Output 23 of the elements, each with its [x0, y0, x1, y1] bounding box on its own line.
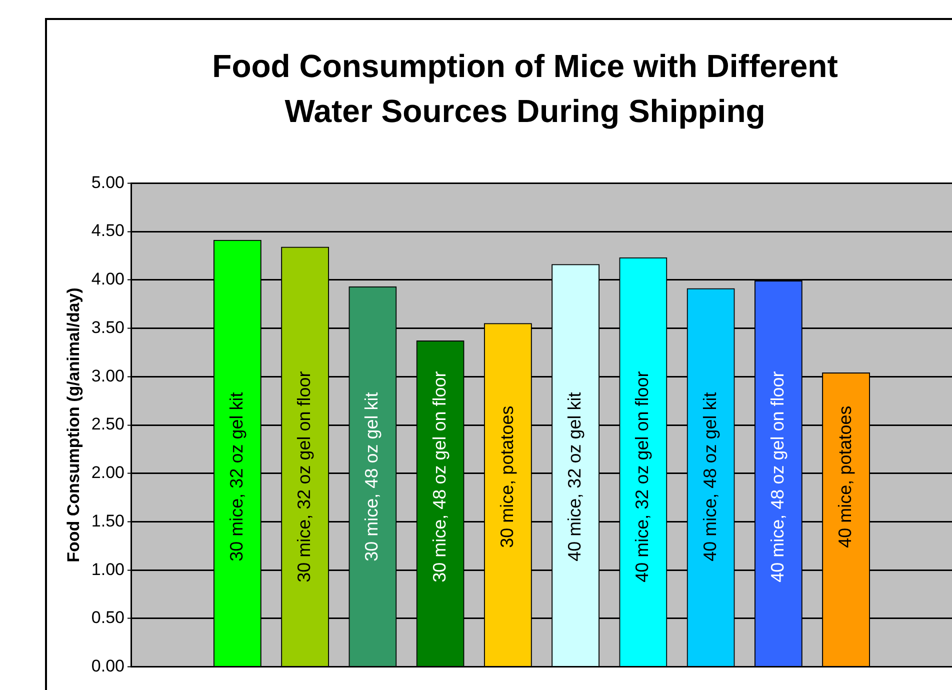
y-tick-label: 1.50 — [91, 511, 124, 530]
x-tick-label: 40 mice, 48 oz gel on floor — [767, 371, 788, 582]
y-tick-label: 4.50 — [91, 221, 124, 240]
x-tick-label: 30 mice, 32 oz gel on floor — [294, 371, 314, 582]
y-tick-label: 4.00 — [91, 270, 124, 289]
y-axis-title: Food Consumption (g/animal/day) — [64, 288, 83, 562]
x-tick-label: 30 mice, 48 oz gel on floor — [429, 371, 450, 582]
y-tick-label: 0.50 — [91, 608, 124, 628]
x-tick-label: 40 mice, 32 oz gel kit — [564, 392, 585, 562]
y-tick-label: 2.00 — [91, 463, 124, 482]
chart-title: Food Consumption of Mice with Different Water Sources During Shipping — [211, 47, 839, 131]
y-tick-label: 3.50 — [91, 318, 124, 337]
y-tick-label: 0.00 — [91, 656, 124, 676]
x-tick-label: 40 mice, 32 oz gel on floor — [632, 371, 652, 582]
x-tick-label: 40 mice, 48 oz gel kit — [700, 392, 720, 562]
y-tick-label: 3.00 — [91, 366, 124, 386]
x-tick-label: 40 mice, potatoes — [835, 406, 856, 548]
x-tick-label: 30 mice, 32 oz gel kit — [226, 392, 246, 562]
y-tick-label: 5.00 — [91, 172, 124, 192]
y-tick-label: 2.50 — [91, 414, 124, 434]
y-tick-label: 1.00 — [91, 560, 124, 579]
x-tick-label: 30 mice, potatoes — [496, 406, 517, 548]
x-tick-label: 30 mice, 48 oz gel kit — [362, 392, 382, 562]
